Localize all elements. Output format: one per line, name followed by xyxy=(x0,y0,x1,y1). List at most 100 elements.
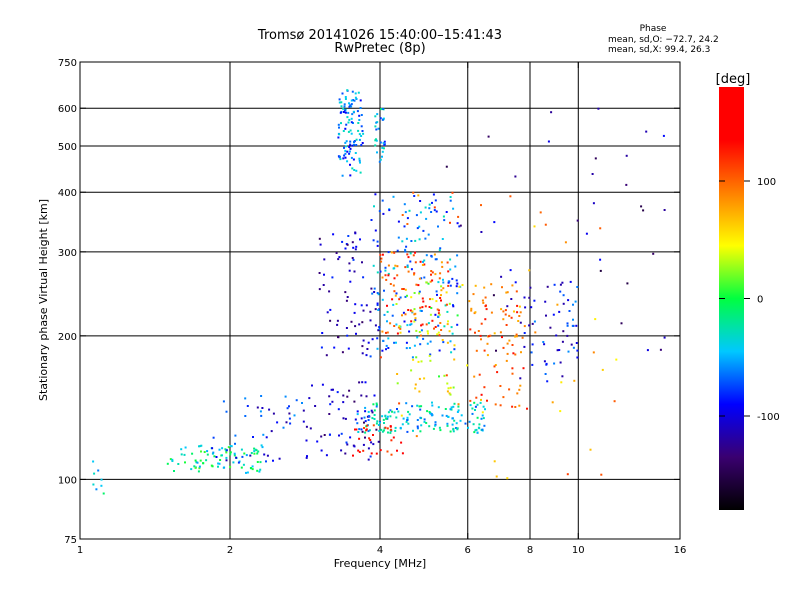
data-point xyxy=(352,246,355,249)
data-point xyxy=(350,132,353,135)
data-point xyxy=(589,448,592,451)
data-point xyxy=(451,423,454,426)
data-point xyxy=(425,281,428,284)
data-point xyxy=(377,440,380,443)
data-point xyxy=(505,359,508,362)
data-point xyxy=(393,251,396,254)
data-point xyxy=(336,319,339,322)
data-point xyxy=(358,157,361,160)
x-tick-label: 8 xyxy=(527,545,533,556)
data-point xyxy=(480,338,482,341)
data-point xyxy=(344,98,347,100)
data-point xyxy=(640,205,643,208)
data-point xyxy=(374,144,377,147)
data-point xyxy=(332,233,335,236)
data-point xyxy=(396,332,399,335)
data-point xyxy=(328,290,331,293)
y-tick-label: 400 xyxy=(58,188,77,199)
data-point xyxy=(508,314,511,317)
data-point xyxy=(438,277,441,280)
data-point xyxy=(364,410,367,413)
data-point xyxy=(358,159,361,162)
data-point xyxy=(346,395,349,398)
data-point xyxy=(346,89,349,92)
data-point xyxy=(490,311,493,314)
data-point xyxy=(358,437,361,440)
data-point xyxy=(369,455,372,458)
data-point xyxy=(355,332,357,335)
data-point xyxy=(406,324,409,327)
data-point xyxy=(348,105,351,108)
data-point xyxy=(221,447,224,450)
data-point xyxy=(430,211,433,213)
data-point xyxy=(211,447,214,450)
data-point xyxy=(337,136,340,139)
data-point xyxy=(372,434,374,436)
y-tick-label: 300 xyxy=(58,248,77,259)
data-point xyxy=(415,329,418,332)
data-point xyxy=(387,251,390,254)
data-point xyxy=(375,128,378,131)
data-point xyxy=(356,413,359,416)
data-point xyxy=(434,326,437,328)
data-point xyxy=(340,101,343,104)
data-point xyxy=(348,262,351,265)
data-point xyxy=(457,215,460,218)
data-point xyxy=(173,470,175,472)
data-point xyxy=(488,335,491,338)
data-point xyxy=(446,424,449,427)
data-point xyxy=(499,385,502,387)
info-line-x: mean, sd,X: 99.4, 26.3 xyxy=(608,45,710,55)
data-point xyxy=(457,403,460,406)
data-point xyxy=(358,133,361,136)
data-point xyxy=(200,450,202,453)
data-point xyxy=(481,414,484,417)
data-point xyxy=(328,395,331,398)
data-point xyxy=(384,266,387,269)
data-point xyxy=(592,351,595,354)
data-point xyxy=(223,466,226,469)
data-point xyxy=(341,174,344,177)
data-point xyxy=(449,268,452,271)
data-point xyxy=(418,331,421,333)
data-point xyxy=(355,245,358,248)
data-point xyxy=(241,455,244,458)
data-point xyxy=(416,425,419,428)
data-point xyxy=(473,375,476,378)
data-point xyxy=(342,401,345,404)
data-point xyxy=(331,400,334,403)
data-point xyxy=(338,256,341,259)
data-point xyxy=(92,483,95,486)
data-point xyxy=(393,411,396,414)
data-point xyxy=(418,292,421,295)
data-point xyxy=(379,117,382,120)
data-point xyxy=(597,107,600,110)
data-point xyxy=(426,342,429,345)
x-tick-label: 2 xyxy=(227,545,233,556)
data-point xyxy=(166,462,169,465)
data-point xyxy=(351,257,354,259)
data-point xyxy=(500,275,503,278)
data-point xyxy=(483,386,486,389)
data-point xyxy=(352,454,354,457)
data-point xyxy=(379,356,382,359)
data-point xyxy=(404,250,407,253)
data-point xyxy=(447,320,449,323)
data-point xyxy=(377,329,380,332)
data-point xyxy=(446,323,449,326)
data-point xyxy=(347,347,350,350)
data-point xyxy=(354,231,357,234)
data-point xyxy=(370,409,373,412)
data-point xyxy=(420,405,423,408)
data-point xyxy=(456,292,459,295)
data-point xyxy=(349,174,352,177)
data-point xyxy=(284,395,287,398)
data-point xyxy=(520,351,522,354)
data-point xyxy=(506,291,509,294)
data-point xyxy=(514,281,517,284)
data-point xyxy=(396,265,399,268)
x-tick-label: 1 xyxy=(77,545,83,556)
data-point xyxy=(474,429,477,432)
data-point xyxy=(430,307,433,309)
data-point xyxy=(439,247,442,250)
